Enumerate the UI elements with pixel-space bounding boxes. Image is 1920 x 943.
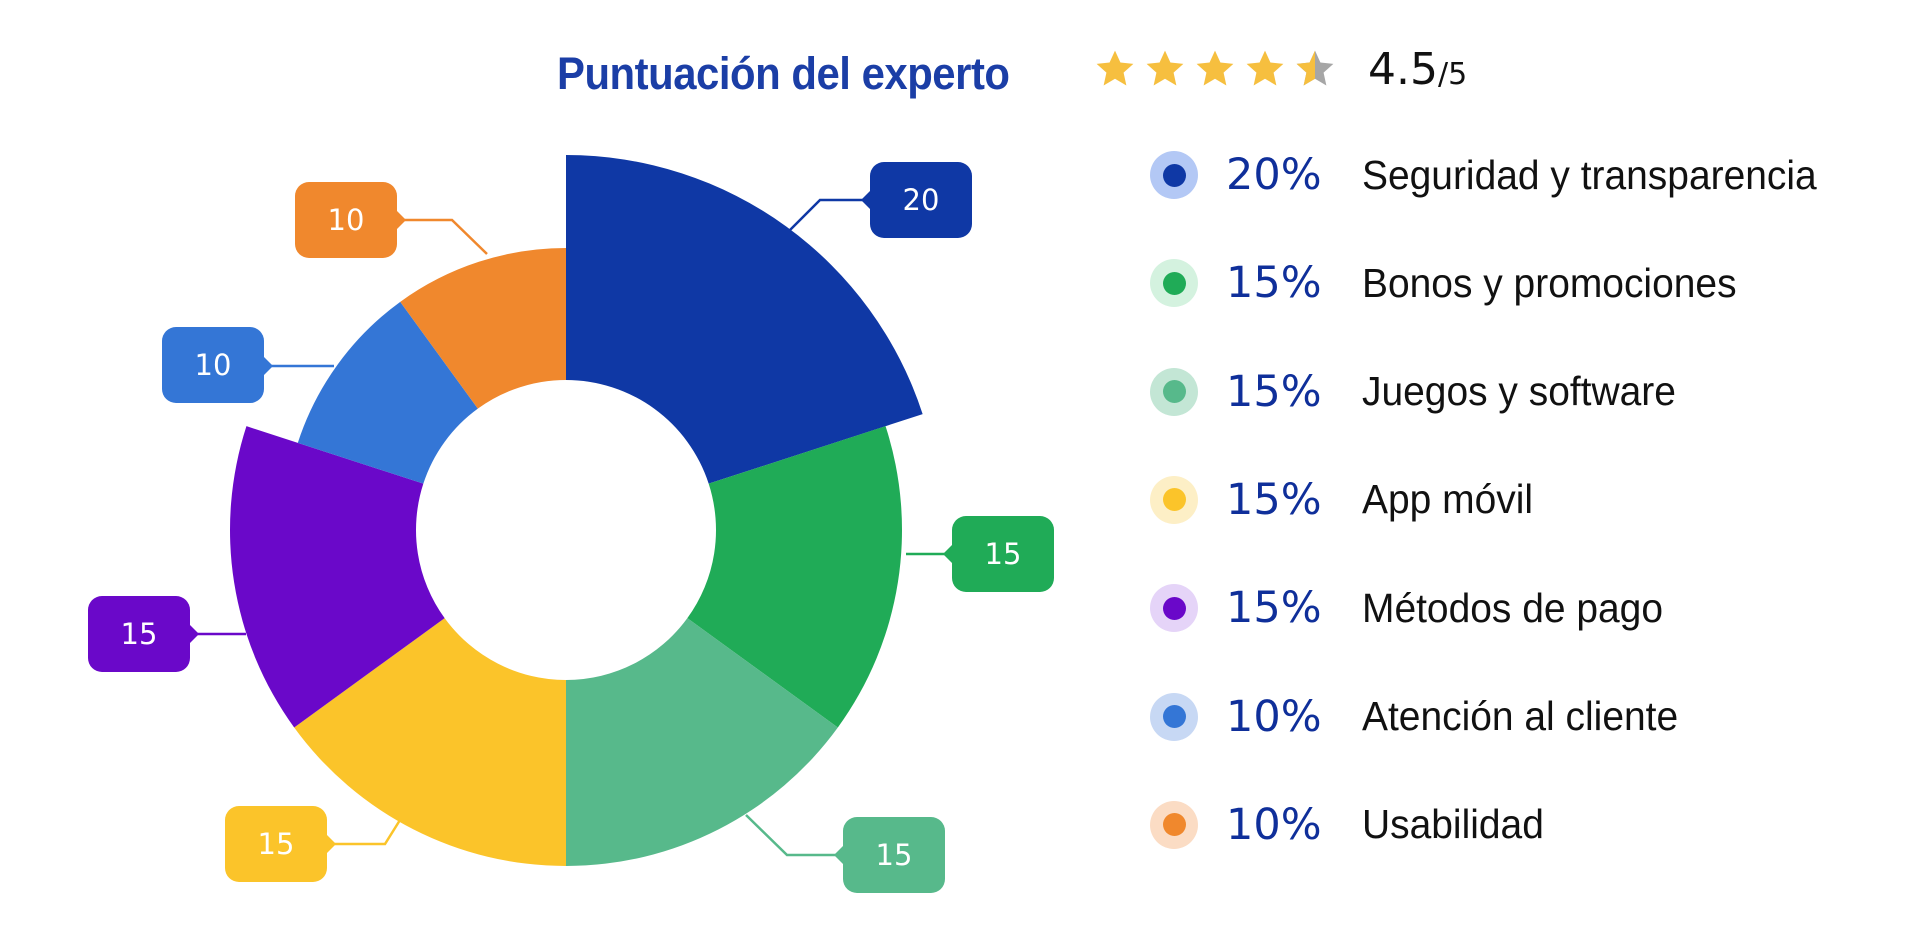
segment-seguridad-y-transparencia — [566, 155, 923, 484]
segment-metodos-de-pago — [229, 426, 445, 728]
legend-dot-icon — [1150, 367, 1198, 416]
legend-label: Juegos y software — [1362, 368, 1676, 415]
label-connector — [745, 814, 843, 857]
legend-label: Métodos de pago — [1362, 584, 1664, 631]
legend-dot-core — [1162, 271, 1186, 295]
star-half-icon — [1296, 50, 1334, 86]
segment-atencion-al-cliente — [297, 301, 478, 484]
legend-percent: 15% — [1226, 583, 1322, 634]
legend-item: 15% Métodos de pago — [1150, 583, 1679, 633]
segment-bonos-y-promociones — [687, 426, 902, 728]
data-label-value: 15 — [258, 827, 295, 861]
data-label-value: 10 — [195, 348, 232, 382]
legend-percent: 15% — [1226, 366, 1322, 417]
data-labels: 20 15 15 15 15 10 10 — [88, 162, 1054, 893]
legend-dot-core — [1162, 813, 1186, 837]
data-label-value: 10 — [328, 203, 365, 237]
page-title: Puntuación del experto — [557, 48, 1010, 99]
segment-juegos-y-software — [566, 618, 838, 866]
star-icon — [1246, 50, 1284, 86]
legend-dot-core — [1162, 380, 1186, 404]
legend-percent: 10% — [1226, 799, 1322, 850]
star-icon — [1146, 50, 1184, 86]
data-label: 15 — [225, 806, 336, 882]
data-label: 15 — [943, 516, 1054, 592]
data-label: 15 — [88, 596, 199, 672]
legend-percent: 15% — [1226, 258, 1322, 309]
segment-app-movil — [294, 618, 566, 866]
data-label: 15 — [834, 817, 945, 893]
legend-dot-icon — [1150, 584, 1198, 633]
legend-label: Seguridad y transparencia — [1362, 151, 1817, 198]
chart-header: Puntuación del experto — [557, 44, 1044, 104]
legend-label: Atención al cliente — [1362, 693, 1679, 739]
legend-label: Bonos y promociones — [1362, 259, 1737, 306]
legend-item: 15% Bonos y promociones — [1150, 258, 1756, 308]
legend-dot-icon — [1150, 151, 1198, 199]
legend-dot-core — [1162, 596, 1186, 620]
data-label-value: 15 — [985, 537, 1022, 571]
label-connectors — [192, 198, 952, 857]
data-label: 20 — [861, 162, 972, 238]
segment-usabilidad — [400, 248, 566, 409]
star-icon — [1096, 50, 1134, 86]
star-rating — [1094, 48, 1344, 90]
legend-dot-icon — [1150, 692, 1198, 741]
legend-dot-icon — [1150, 800, 1198, 849]
legend-item: 10% Atención al cliente — [1150, 692, 1695, 742]
data-label-value: 15 — [121, 617, 158, 651]
legend-label: Usabilidad — [1362, 801, 1544, 848]
data-label: 10 — [162, 327, 273, 403]
label-connector — [397, 218, 488, 255]
legend-item: 15% App móvil — [1150, 475, 1542, 525]
legend-percent: 20% — [1226, 150, 1322, 200]
rating-score: 4.5/5 — [1368, 44, 1467, 95]
chart-segments — [229, 155, 923, 866]
legend-dot-core — [1162, 163, 1186, 187]
legend-item: 15% Juegos y software — [1150, 367, 1692, 417]
legend-item: 10% Usabilidad — [1150, 800, 1553, 850]
legend-dot-icon — [1150, 259, 1198, 308]
data-label: 10 — [295, 182, 406, 258]
legend-dot-core — [1162, 488, 1186, 512]
rating-value: 4.5 — [1368, 44, 1438, 95]
legend-percent: 15% — [1226, 474, 1322, 525]
legend-dot-icon — [1150, 475, 1198, 524]
legend-label: App móvil — [1362, 476, 1534, 523]
rating-max: /5 — [1437, 57, 1468, 92]
legend-dot-core — [1162, 705, 1186, 728]
donut-chart: 20 15 15 15 15 10 10 — [88, 155, 1054, 893]
label-connector — [328, 819, 402, 846]
label-connector — [789, 198, 870, 231]
legend-item: 20% Seguridad y transparencia — [1150, 150, 1841, 200]
data-label-value: 20 — [903, 183, 940, 217]
data-label-value: 15 — [876, 838, 913, 872]
star-icon — [1196, 50, 1234, 86]
legend-percent: 10% — [1226, 691, 1322, 742]
